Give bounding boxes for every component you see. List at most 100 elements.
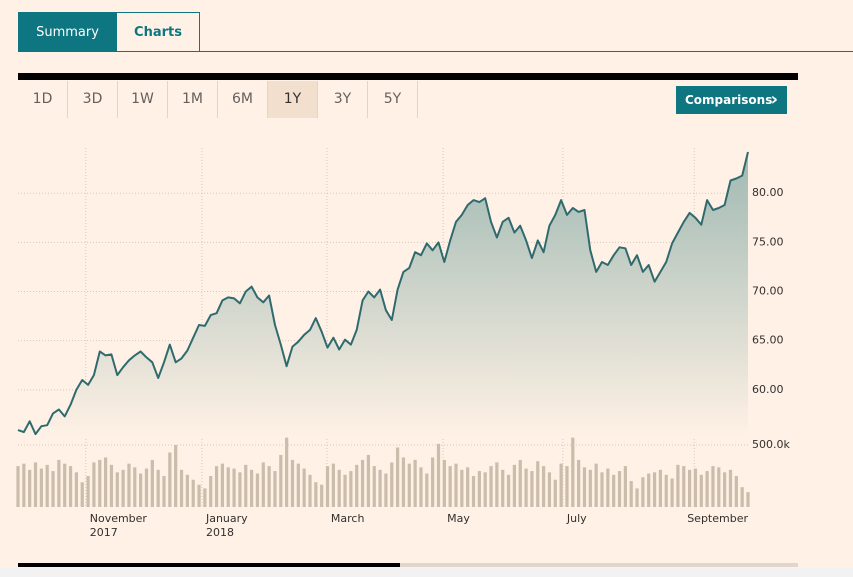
volume-bar (740, 487, 744, 507)
range-button[interactable]: 1Y (268, 81, 318, 118)
volume-bar (302, 468, 306, 507)
range-button[interactable]: 5Y (368, 81, 418, 118)
x-tick-sublabel: 2017 (90, 526, 118, 539)
y-tick-label: 80.00 (752, 186, 784, 199)
comparisons-button[interactable]: Comparisons (676, 86, 787, 114)
volume-bar (168, 452, 172, 507)
volume-bar (16, 466, 20, 507)
volume-bar (734, 476, 738, 507)
volume-bar (139, 473, 143, 507)
volume-bar (63, 463, 67, 507)
tab[interactable]: Charts (116, 12, 200, 52)
volume-bar (559, 463, 563, 507)
volume-bar (267, 466, 271, 507)
volume-bar (51, 471, 55, 507)
y-tick-label: 65.00 (752, 334, 784, 347)
volume-bar (226, 467, 230, 507)
volume-bar (103, 457, 108, 507)
scrollbar-track[interactable] (400, 563, 798, 567)
volume-bar (45, 464, 49, 507)
volume-bar (185, 474, 189, 507)
volume-bar (80, 482, 84, 507)
volume-bar (249, 469, 254, 507)
range-button[interactable]: 1D (18, 81, 68, 118)
range-button[interactable]: 3Y (318, 81, 368, 118)
volume-bar (577, 459, 581, 507)
volume-bar (600, 472, 604, 507)
volume-bar (746, 492, 750, 507)
volume-bar (162, 476, 166, 507)
volume-bar (635, 488, 639, 507)
volume-bar (57, 459, 61, 507)
volume-bar (296, 463, 300, 507)
volume-bar (320, 484, 324, 507)
volume-bar (670, 478, 674, 507)
volume-bar (372, 466, 376, 507)
volume-bar (86, 476, 90, 507)
volume-bar (711, 466, 715, 507)
volume-bar (501, 469, 505, 507)
range-button[interactable]: 1M (168, 81, 218, 118)
scrollbar-thumb[interactable] (18, 563, 400, 567)
volume-bar (214, 466, 219, 507)
volume-bar (693, 468, 698, 507)
volume-bar (325, 466, 330, 507)
volume-bar (495, 462, 499, 507)
volume-bar (506, 474, 511, 507)
volume-bar (150, 459, 154, 507)
footer-strip (0, 568, 853, 577)
range-button[interactable]: 1W (118, 81, 168, 118)
volume-bar (594, 463, 598, 507)
volume-bar (425, 473, 429, 507)
volume-bar (571, 437, 575, 507)
volume-bar (337, 469, 341, 507)
volume-bar (413, 459, 417, 507)
volume-bar (477, 471, 481, 507)
y-tick-label: 70.00 (752, 285, 784, 298)
volume-bar (384, 473, 388, 507)
volume-bar (641, 477, 645, 507)
volume-bar (98, 459, 102, 507)
volume-bar (197, 484, 201, 507)
tab[interactable]: Summary (18, 12, 117, 52)
volume-bar (682, 466, 686, 507)
volume-bar (699, 474, 703, 507)
volume-bar (390, 462, 394, 507)
volume-bar (331, 463, 335, 507)
volume-bar (512, 464, 517, 507)
volume-bar (290, 459, 295, 507)
volume-bar (612, 474, 616, 507)
volume-bar (547, 472, 552, 507)
volume-bar (115, 472, 119, 507)
volume-bar (174, 445, 178, 507)
x-tick-sublabel: 2018 (206, 526, 234, 539)
volume-bar (606, 468, 610, 507)
volume-bar (395, 447, 400, 507)
volume-bar (22, 463, 26, 507)
volume-bar (617, 471, 622, 507)
x-tick-label: September (687, 512, 748, 525)
volume-bar (407, 463, 411, 507)
volume-bar (664, 474, 668, 507)
volume-bar (623, 466, 627, 507)
volume-bar (717, 467, 721, 507)
volume-bar (360, 459, 365, 507)
volume-bar (203, 488, 207, 507)
volume-bar (652, 472, 657, 507)
range-button[interactable]: 6M (218, 81, 268, 118)
x-tick-label: July (566, 512, 587, 525)
price-line (17, 151, 749, 436)
volume-bar (705, 471, 709, 507)
volume-bar (156, 469, 160, 507)
volume-bar (530, 471, 534, 507)
volume-bar (419, 467, 423, 507)
range-button[interactable]: 3D (68, 81, 118, 118)
volume-bar (68, 466, 73, 507)
volume-bar (466, 467, 470, 507)
volume-bar (273, 471, 277, 507)
volume-bar (209, 476, 213, 507)
volume-bar (220, 463, 225, 507)
volume-bar (442, 459, 446, 507)
